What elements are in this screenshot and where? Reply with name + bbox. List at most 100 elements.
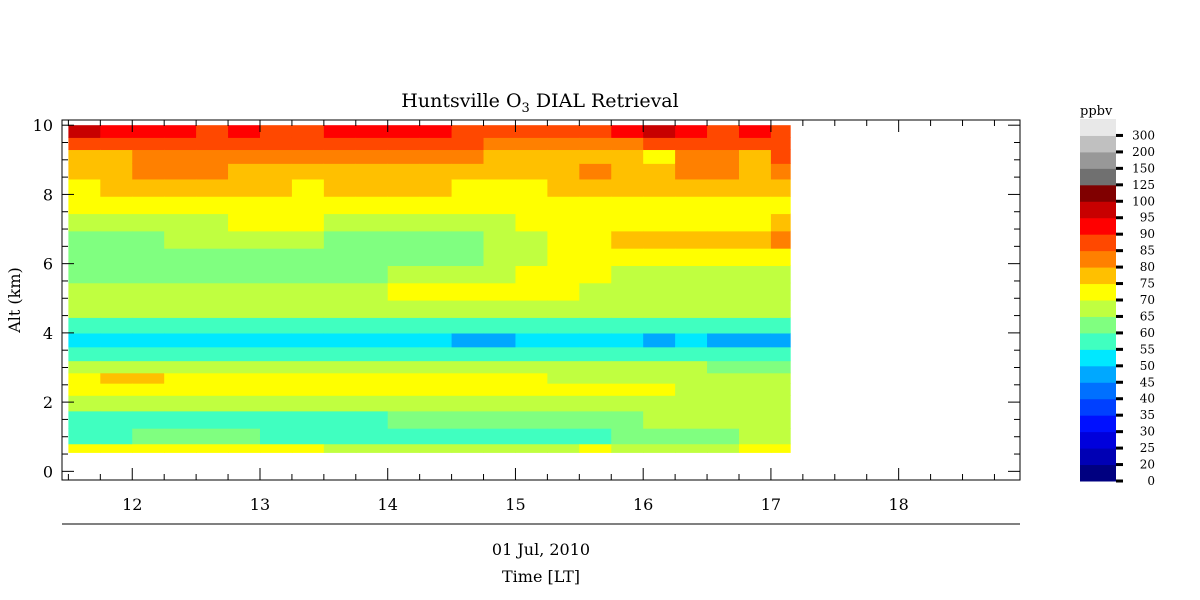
heatmap-cell bbox=[164, 410, 197, 429]
heatmap-cell bbox=[196, 300, 229, 318]
heatmap-cell bbox=[387, 213, 421, 232]
heatmap-cell bbox=[259, 248, 293, 266]
heatmap-cell bbox=[68, 178, 101, 197]
heatmap-cell bbox=[770, 178, 791, 197]
heatmap-cell bbox=[228, 372, 261, 384]
heatmap-cell bbox=[675, 383, 708, 396]
colorbar-swatch bbox=[1080, 217, 1116, 235]
heatmap-cell bbox=[579, 360, 612, 374]
heatmap-cell bbox=[675, 163, 708, 180]
colorbar-swatch bbox=[1080, 184, 1116, 202]
heatmap-cell bbox=[68, 163, 101, 180]
date-label: 01 Jul, 2010 bbox=[492, 540, 590, 559]
heatmap-cell bbox=[100, 300, 133, 318]
colorbar-level-label: 55 bbox=[1140, 342, 1155, 356]
heatmap-cell bbox=[515, 346, 548, 362]
heatmap-cell bbox=[675, 410, 708, 429]
colorbar-tick bbox=[1116, 397, 1123, 401]
colorbar-swatch bbox=[1080, 316, 1116, 334]
heatmap-cell bbox=[291, 196, 325, 215]
heatmap-cell bbox=[228, 196, 261, 215]
heatmap-cell bbox=[515, 443, 548, 453]
heatmap-cell bbox=[259, 196, 293, 215]
heatmap-cell bbox=[707, 178, 740, 197]
heatmap-cell bbox=[259, 443, 293, 453]
heatmap-cell bbox=[451, 137, 485, 151]
chart-title-subscript: 3 bbox=[522, 101, 530, 116]
heatmap-cell bbox=[611, 125, 644, 138]
heatmap-cell bbox=[164, 213, 197, 232]
heatmap-cell bbox=[419, 410, 453, 429]
colorbar-swatch bbox=[1080, 135, 1116, 153]
colorbar-level-label: 60 bbox=[1140, 326, 1155, 340]
heatmap-cell bbox=[419, 332, 453, 348]
chart-title-suffix: DIAL Retrieval bbox=[530, 90, 679, 112]
heatmap-cell bbox=[707, 300, 740, 318]
colorbar-tick bbox=[1116, 463, 1123, 467]
colorbar-swatch bbox=[1080, 448, 1116, 466]
heatmap-cell bbox=[770, 163, 791, 180]
heatmap-cell bbox=[451, 163, 485, 180]
heatmap-cell bbox=[259, 265, 293, 284]
heatmap-cell bbox=[387, 163, 421, 180]
heatmap-cell bbox=[579, 332, 612, 348]
heatmap-cell bbox=[132, 360, 165, 374]
heatmap-cell bbox=[68, 372, 101, 384]
heatmap-cell bbox=[611, 163, 644, 180]
heatmap-cell bbox=[196, 137, 229, 151]
colorbar-tick bbox=[1116, 216, 1123, 220]
heatmap-cell bbox=[164, 372, 197, 384]
heatmap-cell bbox=[68, 332, 101, 348]
heatmap-cell bbox=[770, 443, 791, 453]
heatmap-cell bbox=[132, 196, 165, 215]
colorbar-swatch bbox=[1080, 267, 1116, 285]
heatmap-cell bbox=[611, 213, 644, 232]
heatmap-cell bbox=[738, 248, 772, 266]
heatmap-cell bbox=[100, 213, 133, 232]
heatmap-cell bbox=[387, 125, 421, 138]
heatmap-cell bbox=[291, 428, 325, 445]
heatmap-cell bbox=[355, 178, 389, 197]
heatmap-cell bbox=[579, 346, 612, 362]
heatmap-cell bbox=[323, 383, 357, 396]
heatmap-cell bbox=[196, 163, 229, 180]
heatmap-cell bbox=[132, 248, 165, 266]
heatmap-cell bbox=[643, 360, 676, 374]
heatmap-cell bbox=[323, 163, 357, 180]
heatmap-cell bbox=[196, 360, 229, 374]
colorbar-swatch bbox=[1080, 151, 1116, 169]
heatmap-cell bbox=[579, 248, 612, 266]
colorbar-tick bbox=[1116, 479, 1123, 483]
colorbar-level-label: 40 bbox=[1140, 392, 1155, 406]
heatmap-cell bbox=[643, 196, 676, 215]
heatmap-cell bbox=[355, 383, 389, 396]
heatmap-cell bbox=[228, 332, 261, 348]
colorbar-swatch bbox=[1080, 300, 1116, 317]
heatmap-cell bbox=[451, 410, 485, 429]
heatmap-cell bbox=[68, 265, 101, 284]
heatmap-cell bbox=[100, 149, 133, 164]
heatmap-cell bbox=[770, 149, 791, 164]
heatmap-cell bbox=[259, 395, 293, 412]
heatmap-cell bbox=[355, 346, 389, 362]
heatmap-cell bbox=[643, 383, 676, 396]
heatmap-cell bbox=[547, 282, 580, 301]
heatmap-cell bbox=[132, 428, 165, 445]
colorbar-tick bbox=[1116, 150, 1123, 154]
colorbar-tick bbox=[1116, 232, 1123, 236]
heatmap-cell bbox=[323, 372, 357, 384]
heatmap-cell bbox=[643, 178, 676, 197]
heatmap-cell bbox=[291, 372, 325, 384]
colorbar-level-label: 150 bbox=[1132, 161, 1155, 175]
heatmap-cell bbox=[196, 395, 229, 412]
heatmap-cell bbox=[579, 428, 612, 445]
heatmap-cell bbox=[579, 149, 612, 164]
heatmap-cell bbox=[738, 282, 772, 301]
heatmap-cell bbox=[483, 213, 517, 232]
heatmap-cell bbox=[355, 265, 389, 284]
heatmap-cell bbox=[675, 248, 708, 266]
heatmap-cell bbox=[164, 178, 197, 197]
heatmap-cell bbox=[132, 149, 165, 164]
colorbar-swatch bbox=[1080, 119, 1116, 136]
heatmap-cell bbox=[643, 230, 676, 249]
